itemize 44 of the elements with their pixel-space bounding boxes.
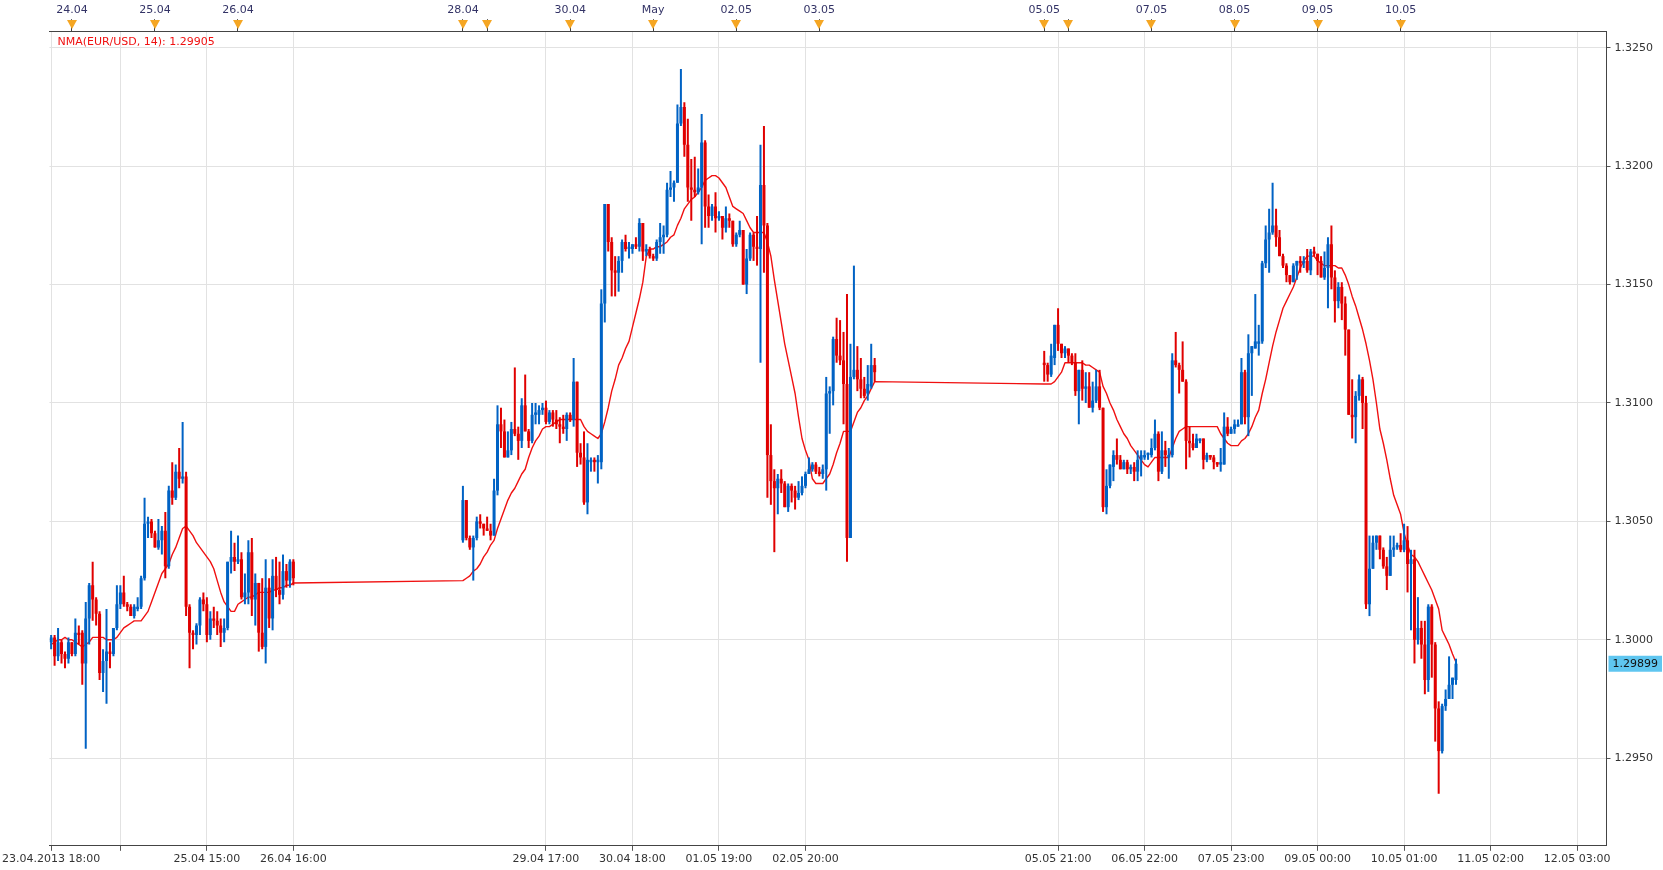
x-tick-label: 30.04 18:00 — [599, 852, 666, 866]
x2-tick-label: 07.05 — [1135, 3, 1168, 17]
x2-tick-label: 02.05 — [720, 3, 753, 17]
x2-tick-label: 10.05 — [1384, 3, 1417, 17]
x2-tick-label: May — [641, 3, 666, 17]
x-tick-label: 29.04 17:00 — [512, 852, 580, 866]
y-tick-label: 1.3000 — [1614, 632, 1654, 646]
x2-tick-label: 25.04 — [139, 3, 171, 17]
candlestick — [1105, 469, 1109, 515]
candlestick — [181, 421, 185, 484]
candlestick — [1409, 549, 1413, 631]
y-tick-label: 1.3200 — [1614, 159, 1654, 173]
x-tick-label: 09.05 00:00 — [1284, 852, 1351, 866]
x-tick-label: 02.05 20:00 — [772, 852, 839, 866]
candlestick — [585, 443, 589, 515]
x2-tick-label: 08.05 — [1218, 3, 1251, 17]
candlestick — [1084, 372, 1088, 403]
x-tick-label: 12.05 03:00 — [1543, 852, 1611, 866]
x-tick-label: 07.05 23:00 — [1197, 852, 1265, 866]
x-tick-label: 10.05 01:00 — [1370, 852, 1438, 866]
x-tick-label: 01.05 19:00 — [685, 852, 753, 866]
x-tick-label: 05.05 21:00 — [1024, 852, 1092, 866]
text: 1.29899 — [1612, 656, 1659, 670]
y-tick-label: 1.3250 — [1614, 40, 1654, 54]
y-tick-label: 1.2950 — [1614, 751, 1654, 765]
x2-tick-label: 26.04 — [222, 3, 254, 17]
x2-tick-label: 03.05 — [803, 3, 836, 17]
candlestick — [105, 609, 109, 704]
x-tick-label: 23.04.2013 18:00 — [2, 852, 101, 866]
x2-tick-label: 30.04 — [554, 3, 586, 17]
x-tick-label: 11.05 02:00 — [1457, 852, 1524, 866]
candlestick — [1367, 535, 1371, 617]
y-tick-label: 1.3100 — [1614, 395, 1654, 409]
y-tick-label: 1.3150 — [1614, 277, 1654, 291]
x-tick-label: 26.04 16:00 — [260, 852, 327, 866]
x-tick-label: 06.05 22:00 — [1111, 852, 1178, 866]
text: NMA(EUR/USD, 14): 1.29905 — [57, 34, 215, 48]
candlestick — [278, 561, 282, 605]
x2-tick-label: 05.05 — [1028, 3, 1060, 17]
x2-tick-label: 09.05 — [1301, 3, 1334, 17]
x-tick-label: 25.04 15:00 — [173, 852, 241, 866]
y-tick-label: 1.3050 — [1614, 514, 1654, 528]
x2-tick-label: 28.04 — [447, 3, 479, 17]
x2-tick-label: 24.04 — [56, 3, 88, 17]
